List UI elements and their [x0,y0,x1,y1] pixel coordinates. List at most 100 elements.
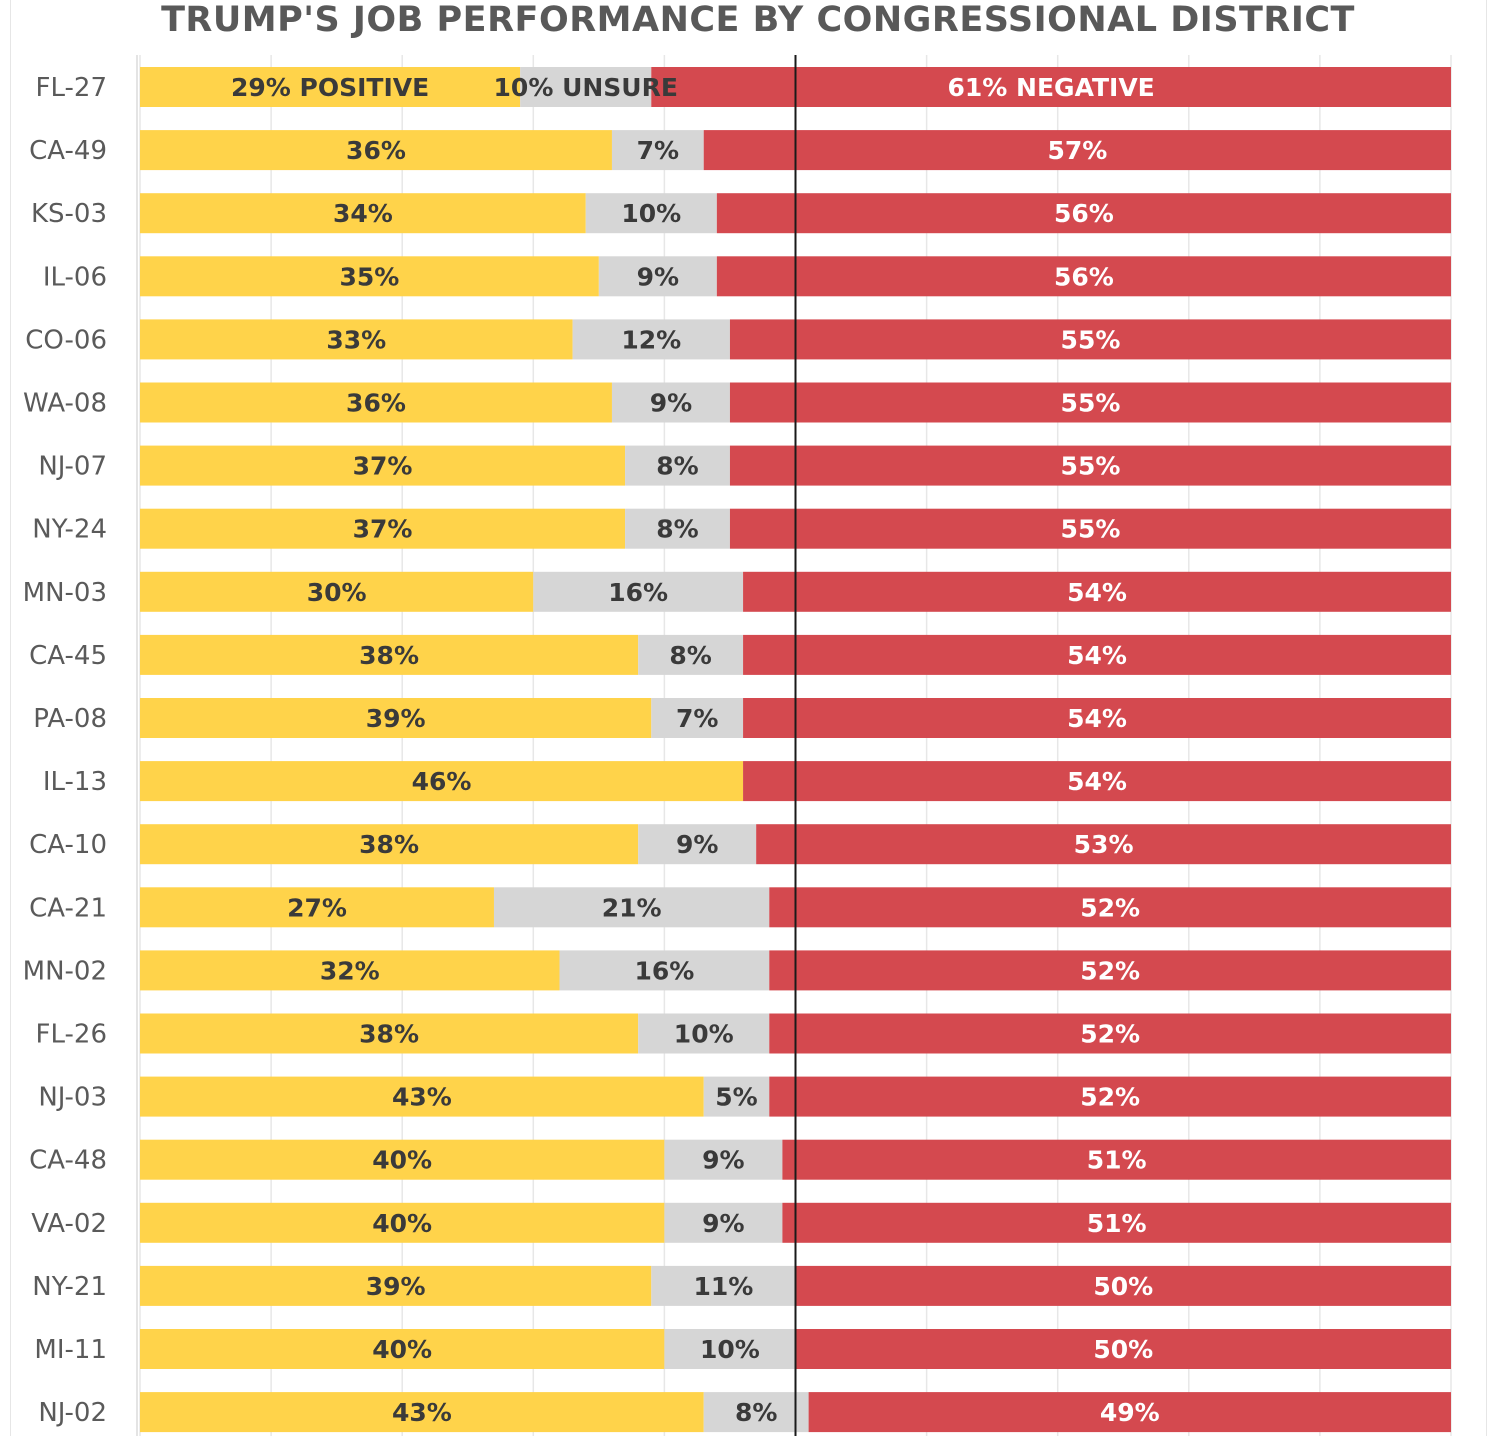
category-label: NJ-07 [38,452,107,482]
data-label-positive: 30% [307,578,367,607]
data-label-unsure: 16% [608,578,668,607]
category-label: VA-02 [31,1209,107,1239]
data-label-unsure: 5% [715,1083,757,1112]
bar-segment-negative [795,1329,1451,1369]
data-label-negative: 49% [1100,1398,1160,1427]
bar-segment-negative [729,382,1451,423]
data-label-negative: 56% [1054,262,1114,291]
data-label-unsure: 21% [602,893,662,922]
bar-segment-unsure [664,1139,783,1180]
data-label-positive: 39% [366,704,426,733]
category-label: CA-45 [29,641,107,671]
bar-segment-negative [729,319,1451,360]
bar-segment-unsure [664,1329,796,1369]
bar-segment-positive [140,634,639,675]
data-label-positive: 27% [287,893,347,922]
category-labels: FL-27 CA-49 KS-03 IL-06 CO-06 WA-08 NJ-07 NY-24… [23,73,107,1428]
bar-segment-negative [769,950,1451,991]
bar-segment-unsure [703,1392,809,1433]
data-label-positive: 40% [372,1209,432,1238]
bar-segment-negative [729,508,1451,549]
data-label-positive: 34% [333,199,393,228]
category-label: CA-10 [29,830,107,860]
category-label: WA-08 [23,389,107,419]
category-label: FL-26 [36,1020,107,1050]
data-label-negative: 52% [1080,956,1140,985]
category-label: KS-03 [31,199,107,229]
data-label-unsure: 8% [669,641,711,670]
bar-segment-positive [140,1139,665,1180]
data-label-unsure: 16% [634,956,694,985]
bar-segment-positive [140,193,586,234]
category-label: CA-49 [29,136,107,166]
data-label-unsure: 12% [621,325,681,354]
bar-segment-unsure [559,950,770,991]
bars [140,67,1451,1433]
bar-segment-negative [769,1076,1451,1117]
category-label: MI-11 [34,1335,107,1365]
data-label-positive: 46% [412,767,472,796]
data-label-positive: 37% [353,452,413,481]
data-label-positive: 38% [359,830,419,859]
bar-segment-negative [716,256,1451,297]
category-label: CO-06 [25,325,107,355]
frame-right-border [1486,0,1487,1436]
data-label-negative: 61% NEGATIVE [948,73,1155,102]
bar-segment-negative [716,193,1451,234]
bar-segment-unsure [625,445,730,486]
bar-segment-negative [769,1013,1451,1054]
bar-segment-positive [140,1076,704,1117]
bar-segment-unsure [493,887,770,928]
data-label-negative: 54% [1067,767,1127,796]
data-label-negative: 55% [1061,452,1121,481]
data-label-negative: 52% [1080,893,1140,922]
bar-segment-unsure [585,193,717,234]
data-label-negative: 57% [1047,136,1107,165]
data-label-negative: 54% [1067,704,1127,733]
bar-segment-positive [140,1265,652,1306]
bar-segment-negative [743,571,1451,612]
data-label-unsure: 11% [693,1272,753,1301]
bar-segment-negative [703,130,1451,171]
bar-segment-negative [808,1392,1451,1433]
bar-segment-positive [140,761,744,802]
bar-segment-unsure [703,1076,770,1117]
data-label-negative: 54% [1067,641,1127,670]
data-label-unsure: 9% [637,262,679,291]
data-label-negative: 52% [1080,1020,1140,1049]
data-label-negative: 56% [1054,199,1114,228]
data-label-positive: 35% [340,262,400,291]
data-label-unsure: 10% [621,199,681,228]
bar-segment-unsure [651,1265,796,1306]
data-label-unsure: 7% [676,704,718,733]
data-label-negative: 51% [1087,1209,1147,1238]
data-label-positive: 38% [359,641,419,670]
data-label-negative: 53% [1074,830,1134,859]
data-label-positive: 37% [353,515,413,544]
bar-segment-positive [140,1202,665,1243]
bar-segment-unsure [664,1202,783,1243]
data-label-positive: 38% [359,1020,419,1049]
frame-left-border [10,0,11,1436]
data-label-negative: 55% [1061,515,1121,544]
category-label: MN-02 [23,956,107,986]
category-label: MN-03 [23,578,107,608]
data-label-positive: 43% [392,1398,452,1427]
data-label-unsure: 7% [637,136,679,165]
bar-segment-positive [140,508,626,549]
category-label: FL-27 [36,73,107,103]
bar-segment-negative [729,445,1451,486]
bar-segment-unsure [533,571,744,612]
bar-segment-unsure [625,508,730,549]
category-label: NY-24 [32,515,107,545]
bar-segment-negative [782,1139,1451,1180]
data-label-positive: 36% [346,389,406,418]
data-label-unsure: 9% [650,389,692,418]
bar-segment-unsure [638,634,744,675]
bar-segment-unsure [611,130,704,171]
bar-segment-negative [756,824,1451,865]
bar-segment-negative [769,887,1451,928]
category-label: IL-13 [43,767,107,797]
data-label-unsure: 10% [674,1020,734,1049]
bar-segment-unsure [572,319,730,360]
